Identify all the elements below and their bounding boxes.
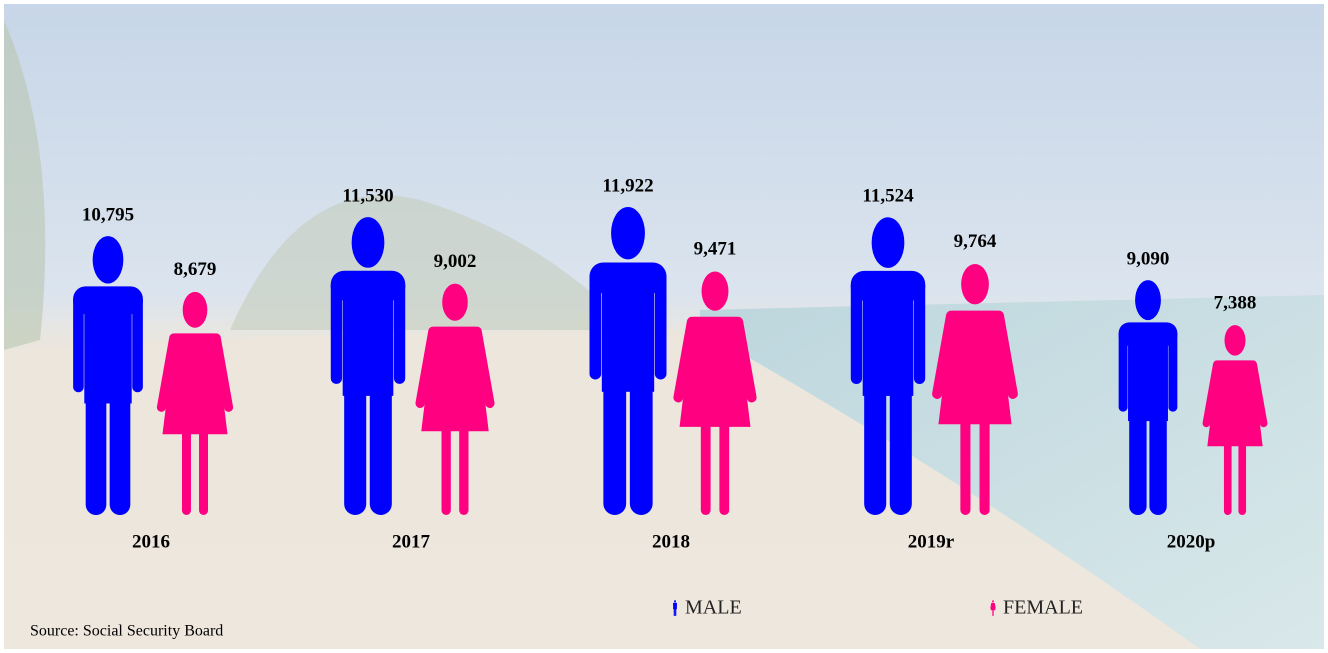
arm (590, 272, 602, 380)
head (992, 600, 994, 603)
head (611, 207, 645, 259)
source: Source: Social Security Board (30, 623, 223, 640)
x-tick-label: 2017 (392, 531, 431, 552)
value-label: 11,922 (602, 175, 653, 196)
leg (701, 417, 711, 515)
leg (182, 425, 191, 515)
x-tick-label: 2018 (652, 531, 690, 552)
leg (459, 422, 468, 515)
leg (86, 376, 107, 515)
leg (442, 422, 451, 515)
value-label: 11,530 (342, 185, 393, 206)
leg (1149, 398, 1166, 515)
value-label: 10,795 (82, 204, 134, 225)
x-tick-label: 2020p (1167, 531, 1216, 552)
leg (1129, 398, 1146, 515)
head (183, 292, 208, 328)
value-label: 9,090 (1127, 249, 1170, 270)
arm (1168, 329, 1177, 411)
leg (980, 414, 990, 515)
leg (603, 361, 626, 515)
leg (110, 376, 131, 515)
arm (1119, 329, 1128, 411)
head (674, 600, 676, 603)
arm (655, 272, 667, 380)
arm (73, 295, 84, 393)
leg (1238, 439, 1246, 515)
leg (674, 608, 675, 616)
leg (630, 361, 653, 515)
value-label: 11,524 (862, 186, 914, 207)
head (702, 272, 729, 311)
leg (370, 366, 392, 515)
x-tick-label: 2016 (132, 531, 170, 552)
head (961, 264, 989, 304)
leg (960, 414, 970, 515)
leg (199, 425, 208, 515)
arm (851, 280, 862, 384)
leg (719, 417, 729, 515)
leg (864, 366, 886, 515)
value-label: 8,679 (174, 259, 217, 280)
head (352, 217, 385, 268)
value-label: 9,002 (434, 251, 477, 272)
chart: 2016 10,795 8,679 2017 11,530 9,002 2018 11,922… (0, 0, 1328, 653)
legend-label: MALE (685, 597, 742, 619)
head (1225, 325, 1246, 356)
head (93, 236, 124, 283)
arm (914, 280, 925, 384)
leg (1224, 439, 1232, 515)
page: 2016 10,795 8,679 2017 11,530 9,002 2018 11,922… (0, 0, 1328, 653)
value-label: 9,764 (954, 231, 997, 252)
leg (890, 366, 912, 515)
arm (132, 295, 143, 393)
arm (673, 603, 674, 609)
arm (676, 603, 677, 609)
arm (394, 280, 405, 384)
head (872, 217, 905, 268)
arm (331, 280, 342, 384)
head (1135, 280, 1161, 320)
leg (993, 610, 994, 616)
value-label: 9,471 (694, 239, 737, 260)
leg (675, 608, 676, 616)
x-tick-label: 2019r (908, 531, 955, 552)
leg (344, 366, 366, 515)
value-label: 7,388 (1214, 292, 1257, 313)
legend-label: FEMALE (1003, 597, 1083, 619)
leg (992, 610, 993, 616)
head (442, 284, 468, 321)
